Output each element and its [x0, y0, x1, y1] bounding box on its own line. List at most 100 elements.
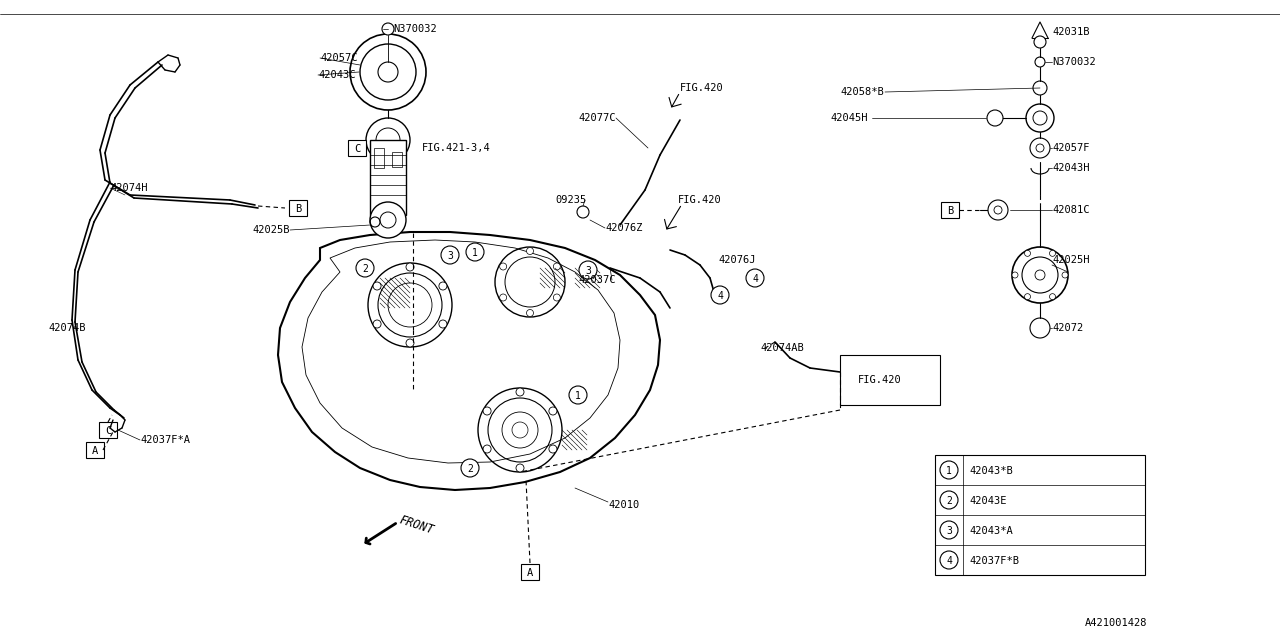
Circle shape — [1012, 272, 1018, 278]
Circle shape — [526, 310, 534, 317]
Circle shape — [499, 294, 507, 301]
Text: 3: 3 — [447, 251, 453, 261]
Text: 2: 2 — [467, 464, 472, 474]
Circle shape — [940, 461, 957, 479]
Text: C: C — [105, 426, 111, 436]
Text: FIG.420: FIG.420 — [678, 195, 722, 205]
Bar — [86, 442, 104, 458]
Circle shape — [349, 34, 426, 110]
Text: 42081C: 42081C — [1052, 205, 1089, 215]
Circle shape — [516, 464, 524, 472]
Text: 42072: 42072 — [1052, 323, 1083, 333]
Circle shape — [499, 263, 507, 270]
Text: A: A — [92, 446, 99, 456]
Bar — [941, 202, 959, 218]
Text: 4: 4 — [753, 274, 758, 284]
Text: FIG.420: FIG.420 — [858, 375, 901, 385]
Circle shape — [483, 445, 492, 453]
Text: 4: 4 — [946, 556, 952, 566]
Bar — [348, 140, 366, 156]
Text: 42077C: 42077C — [579, 113, 616, 123]
Circle shape — [940, 521, 957, 539]
Text: 42057C: 42057C — [320, 53, 357, 63]
Text: 1: 1 — [472, 248, 477, 258]
Text: 42037C: 42037C — [579, 275, 616, 285]
Text: N370032: N370032 — [393, 24, 436, 34]
Text: 42074B: 42074B — [49, 323, 86, 333]
Circle shape — [356, 259, 374, 277]
Text: 42076Z: 42076Z — [605, 223, 643, 233]
Circle shape — [577, 206, 589, 218]
Text: 42031B: 42031B — [1052, 27, 1089, 37]
Circle shape — [988, 200, 1009, 220]
Text: 42076J: 42076J — [718, 255, 755, 265]
Circle shape — [439, 320, 447, 328]
Circle shape — [1050, 250, 1056, 257]
Circle shape — [1036, 57, 1044, 67]
Text: 09235: 09235 — [556, 195, 586, 205]
Text: 42043C: 42043C — [317, 70, 356, 80]
Text: 42037F*B: 42037F*B — [969, 556, 1019, 566]
Bar — [99, 422, 116, 438]
Bar — [521, 564, 539, 580]
Text: 42025H: 42025H — [1052, 255, 1089, 265]
Text: 3: 3 — [585, 266, 591, 276]
Text: 42043H: 42043H — [1052, 163, 1089, 173]
Circle shape — [483, 407, 492, 415]
Text: B: B — [947, 206, 954, 216]
Circle shape — [579, 261, 596, 279]
Circle shape — [466, 243, 484, 261]
Circle shape — [516, 388, 524, 396]
Circle shape — [553, 263, 561, 270]
Circle shape — [1027, 104, 1053, 132]
Circle shape — [710, 286, 730, 304]
Circle shape — [366, 118, 410, 162]
Text: 42045H: 42045H — [829, 113, 868, 123]
Text: 4: 4 — [717, 291, 723, 301]
Text: 2: 2 — [946, 496, 952, 506]
Text: 42074AB: 42074AB — [760, 343, 804, 353]
Circle shape — [553, 294, 561, 301]
Circle shape — [1030, 138, 1050, 158]
Circle shape — [1024, 250, 1030, 257]
Circle shape — [940, 491, 957, 509]
Circle shape — [372, 282, 381, 290]
Bar — [289, 200, 307, 216]
Circle shape — [549, 445, 557, 453]
Text: 42074H: 42074H — [110, 183, 147, 193]
Circle shape — [746, 269, 764, 287]
Circle shape — [370, 202, 406, 238]
Circle shape — [987, 110, 1004, 126]
Circle shape — [381, 23, 394, 35]
Text: 42043E: 42043E — [969, 496, 1006, 506]
Circle shape — [372, 320, 381, 328]
Bar — [840, 355, 940, 405]
Circle shape — [406, 263, 413, 271]
Bar — [370, 140, 406, 215]
Circle shape — [442, 246, 460, 264]
Circle shape — [406, 339, 413, 347]
Text: FIG.421-3,4: FIG.421-3,4 — [422, 143, 490, 153]
Circle shape — [940, 551, 957, 569]
Text: B: B — [294, 204, 301, 214]
Circle shape — [526, 248, 534, 255]
Circle shape — [439, 282, 447, 290]
Bar — [374, 148, 384, 168]
Circle shape — [1050, 294, 1056, 300]
Bar — [392, 152, 402, 167]
Text: 1: 1 — [946, 466, 952, 476]
Text: FRONT: FRONT — [398, 514, 436, 537]
Text: C: C — [353, 144, 360, 154]
Text: 3: 3 — [946, 526, 952, 536]
Circle shape — [1062, 272, 1068, 278]
Circle shape — [1030, 318, 1050, 338]
Bar — [934, 455, 1146, 575]
Text: 42058*B: 42058*B — [840, 87, 883, 97]
Circle shape — [570, 386, 588, 404]
Circle shape — [461, 459, 479, 477]
Text: 42043*A: 42043*A — [969, 526, 1012, 536]
Text: 42043*B: 42043*B — [969, 466, 1012, 476]
Circle shape — [1034, 36, 1046, 48]
Circle shape — [1024, 294, 1030, 300]
Circle shape — [1012, 247, 1068, 303]
